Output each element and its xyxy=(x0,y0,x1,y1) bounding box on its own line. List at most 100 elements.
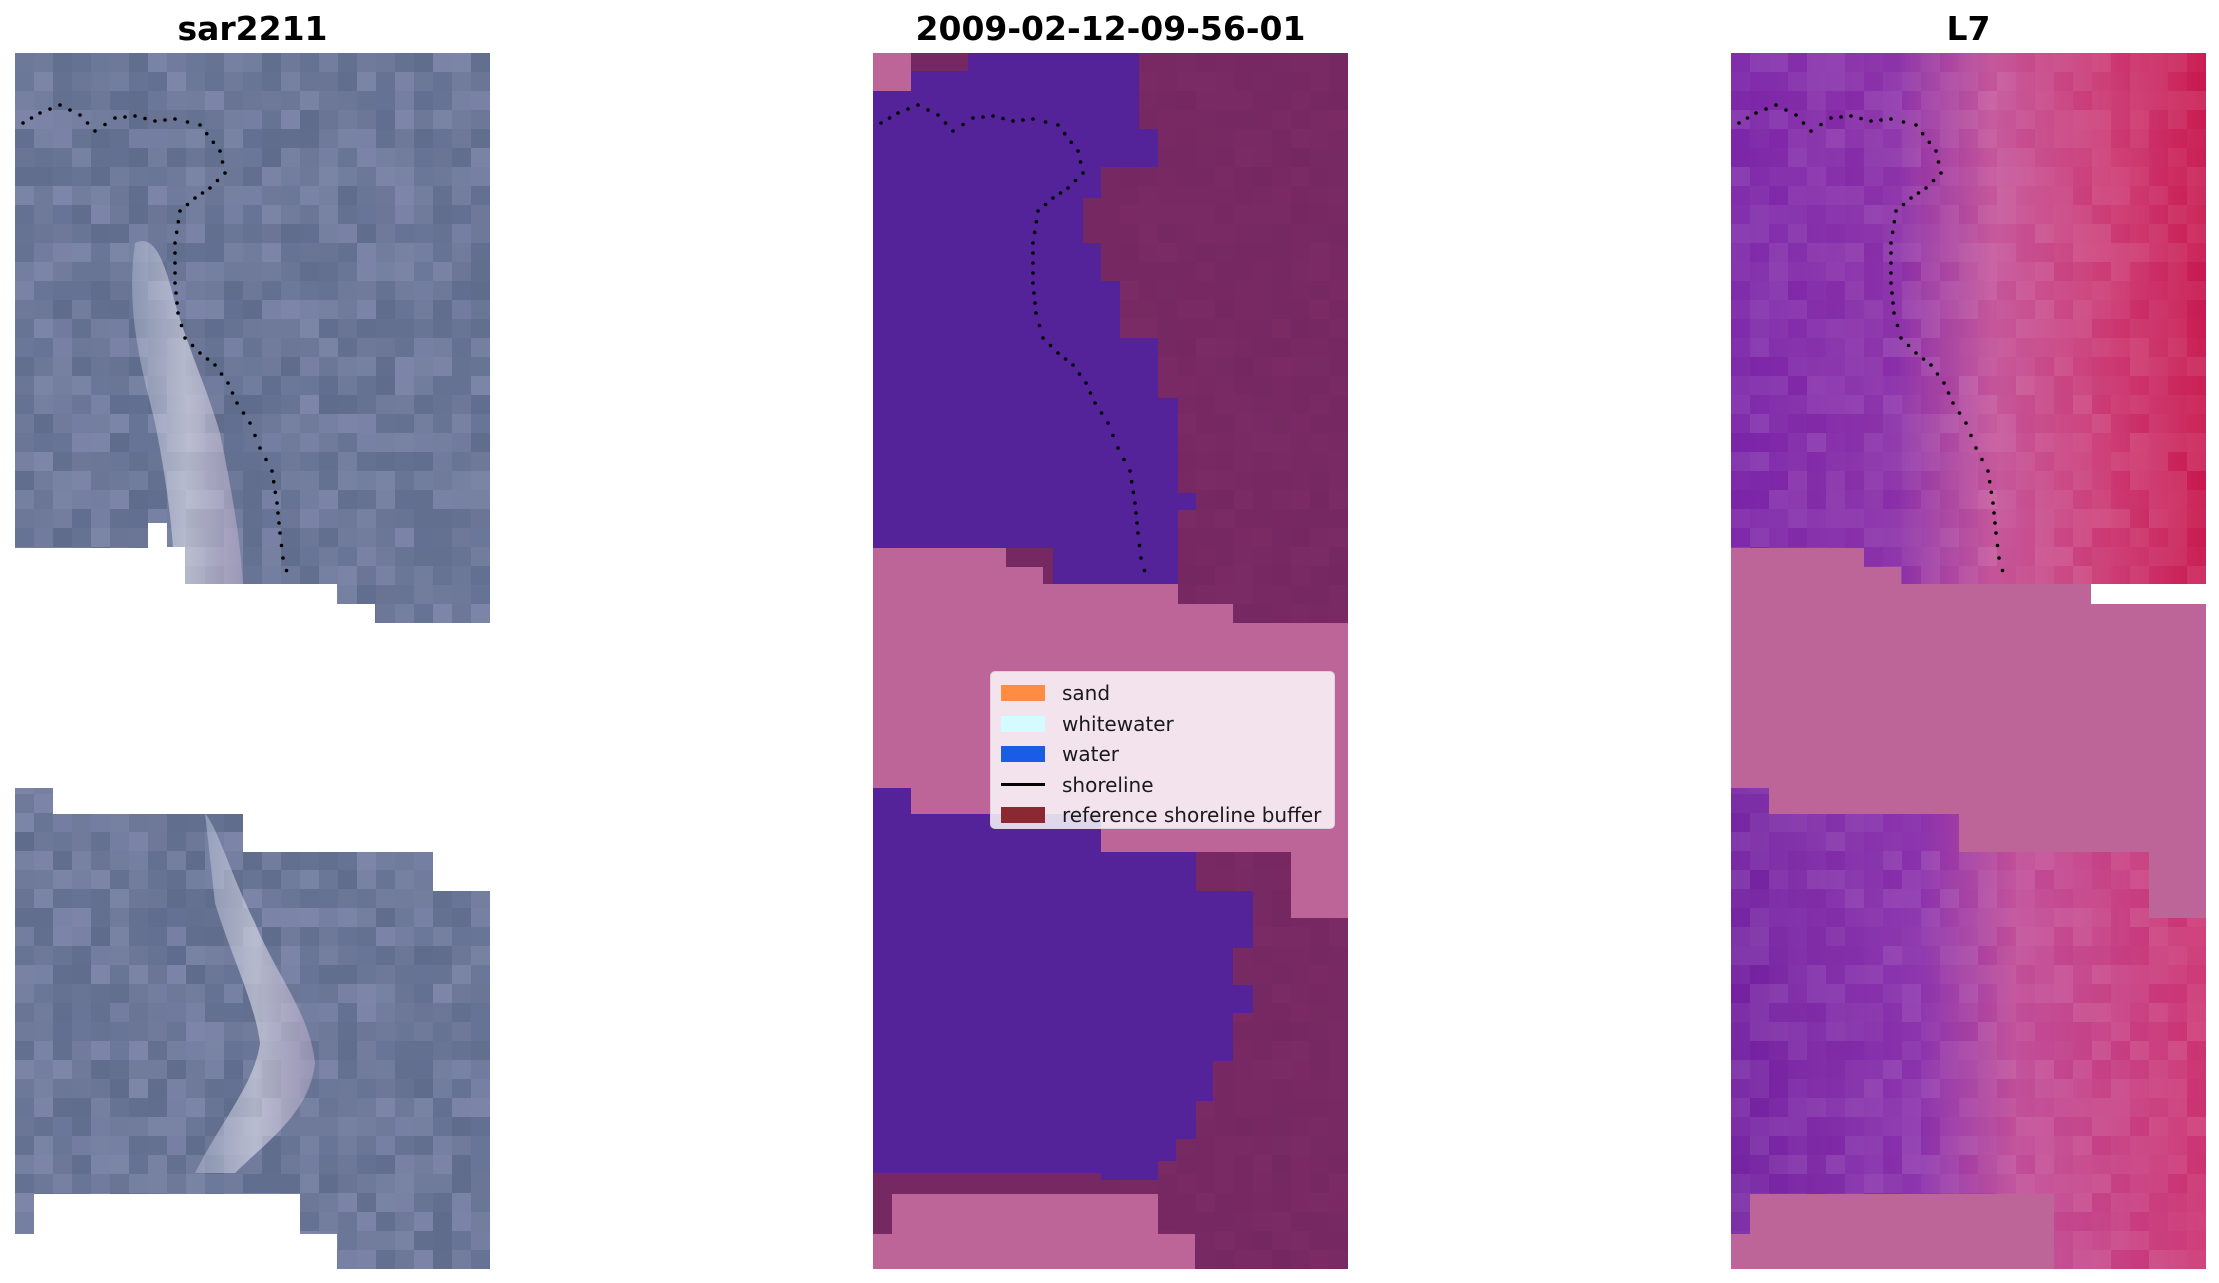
rgb-pixel xyxy=(433,1079,452,1098)
index-pixel xyxy=(1788,870,1807,889)
rgb-pixel xyxy=(433,1060,452,1079)
rgb-pixel xyxy=(433,1003,452,1022)
land-pixel xyxy=(1329,186,1348,205)
index-pixel xyxy=(1978,91,1997,110)
rgb-pixel xyxy=(224,338,243,357)
land-pixel xyxy=(1234,1079,1253,1098)
land-pixel xyxy=(1177,585,1196,604)
index-pixel xyxy=(1959,167,1978,186)
index-pixel xyxy=(1750,148,1769,167)
index-pixel xyxy=(2092,1022,2111,1041)
index-pixel xyxy=(2092,243,2111,262)
rgb-pixel xyxy=(34,91,53,110)
index-pixel xyxy=(1788,965,1807,984)
rgb-pixel xyxy=(452,110,471,129)
land-pixel xyxy=(1291,1098,1310,1117)
index-pixel xyxy=(1788,1003,1807,1022)
rgb-pixel xyxy=(357,1250,376,1269)
rgb-pixel xyxy=(34,889,53,908)
rgb-pixel xyxy=(110,186,129,205)
rgb-pixel xyxy=(281,376,300,395)
shoreline-point xyxy=(38,111,42,115)
index-pixel xyxy=(2187,72,2206,91)
index-pixel xyxy=(2111,167,2130,186)
index-pixel xyxy=(1826,53,1845,72)
land-pixel xyxy=(1291,1022,1310,1041)
land-pixel xyxy=(1139,262,1158,281)
shoreline-point xyxy=(226,381,230,385)
rgb-pixel xyxy=(300,300,319,319)
index-pixel xyxy=(1731,832,1750,851)
rgb-pixel xyxy=(53,984,72,1003)
rgb-pixel xyxy=(34,1098,53,1117)
rgb-pixel xyxy=(319,1117,338,1136)
index-pixel xyxy=(2016,870,2035,889)
land-pixel xyxy=(1253,414,1272,433)
rgb-pixel xyxy=(148,1117,167,1136)
land-pixel xyxy=(1291,243,1310,262)
rgb-pixel xyxy=(319,129,338,148)
land-pixel xyxy=(1253,528,1272,547)
rgb-pixel xyxy=(433,224,452,243)
index-pixel xyxy=(2130,1098,2149,1117)
rgb-pixel xyxy=(357,129,376,148)
land-pixel xyxy=(1196,224,1215,243)
land-pixel xyxy=(1158,243,1177,262)
land-pixel xyxy=(1291,433,1310,452)
rgb-pixel xyxy=(376,471,395,490)
index-pixel xyxy=(2092,129,2111,148)
index-pixel xyxy=(2016,205,2035,224)
land-pixel xyxy=(1234,243,1253,262)
rgb-pixel xyxy=(129,1022,148,1041)
rgb-pixel xyxy=(395,72,414,91)
rgb-pixel xyxy=(224,832,243,851)
rgb-pixel xyxy=(433,1117,452,1136)
land-pixel xyxy=(1272,528,1291,547)
index-pixel xyxy=(1959,1136,1978,1155)
index-pixel xyxy=(1997,1155,2016,1174)
rgb-pixel xyxy=(224,148,243,167)
rgb-pixel xyxy=(433,908,452,927)
rgb-pixel xyxy=(319,566,338,585)
shoreline-point xyxy=(926,108,930,112)
index-pixel xyxy=(1788,1098,1807,1117)
index-pixel xyxy=(2111,433,2130,452)
rgb-pixel xyxy=(471,509,490,528)
index-pixel xyxy=(1845,509,1864,528)
index-pixel xyxy=(1959,471,1978,490)
land-pixel xyxy=(1291,471,1310,490)
land-pixel xyxy=(1329,1022,1348,1041)
index-pixel xyxy=(1845,946,1864,965)
index-pixel xyxy=(2149,1212,2168,1231)
index-pixel xyxy=(1921,452,1940,471)
land-pixel xyxy=(1329,547,1348,566)
land-pixel xyxy=(1253,205,1272,224)
land-pixel xyxy=(1234,1250,1253,1269)
land-pixel xyxy=(1272,1098,1291,1117)
index-pixel xyxy=(2073,927,2092,946)
index-pixel xyxy=(1788,1155,1807,1174)
index-pixel xyxy=(1750,1022,1769,1041)
rgb-pixel xyxy=(186,72,205,91)
index-pixel xyxy=(2130,53,2149,72)
index-pixel xyxy=(2073,1041,2092,1060)
index-pixel xyxy=(1959,509,1978,528)
index-pixel xyxy=(2168,452,2187,471)
rgb-pixel xyxy=(15,452,34,471)
rgb-pixel xyxy=(91,243,110,262)
rgb-pixel xyxy=(376,205,395,224)
land-pixel xyxy=(1329,395,1348,414)
land-pixel xyxy=(1310,262,1329,281)
land-pixel xyxy=(1139,319,1158,338)
index-pixel xyxy=(1750,186,1769,205)
rgb-pixel xyxy=(34,224,53,243)
index-pixel xyxy=(1864,300,1883,319)
rgb-pixel xyxy=(414,604,433,623)
rgb-pixel xyxy=(72,129,91,148)
rgb-pixel xyxy=(433,281,452,300)
rgb-pixel xyxy=(338,262,357,281)
index-pixel xyxy=(2111,851,2130,870)
rgb-pixel xyxy=(452,1117,471,1136)
index-pixel xyxy=(1826,870,1845,889)
rgb-pixel xyxy=(15,53,34,72)
